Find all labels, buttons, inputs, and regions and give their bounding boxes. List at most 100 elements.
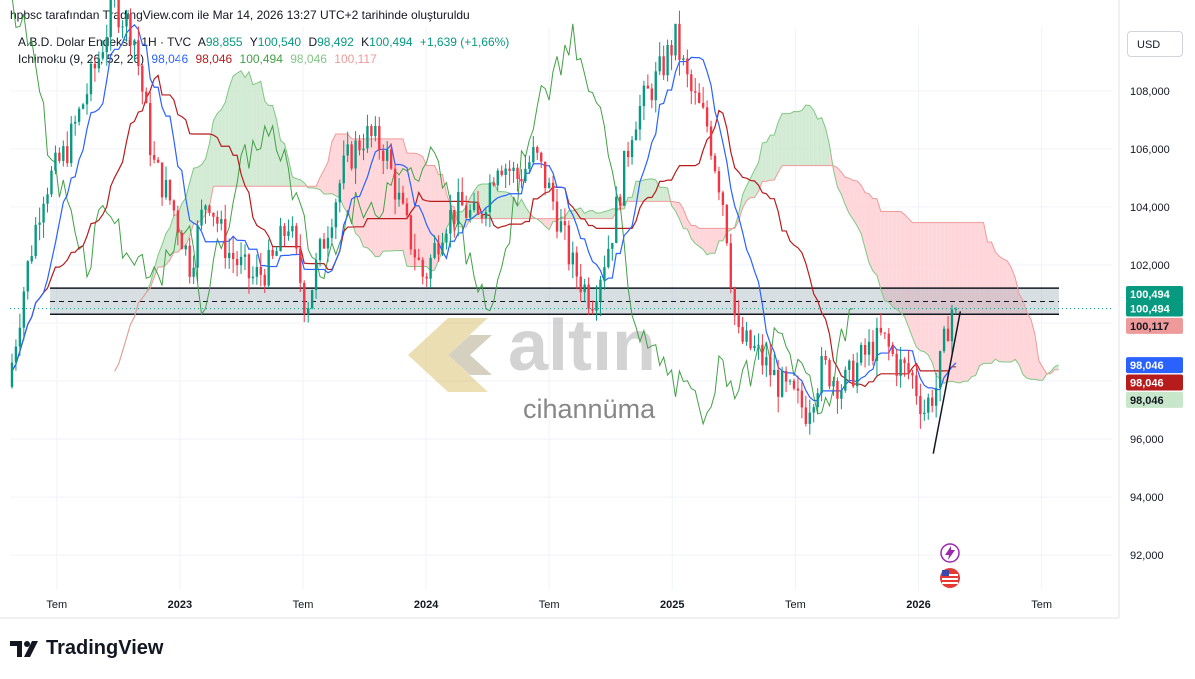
- candle-body: [160, 162, 164, 198]
- price-axis-label: 100,494: [1126, 285, 1183, 302]
- candle-body: [385, 149, 389, 161]
- candle: [145, 87, 148, 104]
- indicator-name[interactable]: Ichimoku (9, 26, 52, 26): [18, 52, 145, 66]
- candle: [342, 140, 345, 190]
- tenkan-value: 98,046: [151, 52, 189, 66]
- candle-body: [919, 396, 922, 415]
- cloud-segment: [714, 228, 719, 254]
- cloud-segment: [703, 228, 708, 255]
- y-tick-label: 108,000: [1130, 86, 1170, 98]
- candle-body: [330, 227, 334, 238]
- candle-body: [137, 40, 140, 66]
- candle: [378, 117, 381, 160]
- open-label: A: [197, 35, 206, 49]
- price-label-text: 98,046: [1130, 378, 1164, 390]
- candle: [812, 403, 815, 423]
- candle-body: [401, 192, 405, 204]
- candle: [429, 254, 432, 288]
- candle-body: [488, 182, 492, 213]
- x-tick-label: 2024: [414, 599, 439, 611]
- trendlines[interactable]: [932, 311, 962, 454]
- candle-body: [646, 85, 650, 89]
- candle-body: [358, 140, 361, 151]
- candle: [401, 185, 405, 205]
- price-axis-label: 98,046: [1126, 357, 1183, 374]
- cloud-segment: [932, 222, 937, 376]
- candle: [705, 100, 709, 133]
- candle: [287, 219, 290, 241]
- candle: [114, 0, 116, 8]
- currency-selector[interactable]: USD: [1127, 31, 1183, 57]
- candle-body: [484, 212, 488, 219]
- chikou-value: 100,494: [239, 52, 283, 66]
- cloud-segment: [505, 191, 510, 219]
- cloud-segment: [260, 81, 265, 187]
- trendline[interactable]: [932, 311, 962, 454]
- candle-body: [725, 205, 729, 244]
- candle: [109, 0, 112, 51]
- candle-body: [709, 126, 713, 156]
- candle-body: [77, 108, 81, 122]
- candle-body: [954, 308, 958, 310]
- candle: [836, 377, 839, 414]
- candle-body: [322, 239, 326, 249]
- candle-body: [611, 243, 614, 249]
- candle: [583, 278, 586, 303]
- candle: [555, 188, 559, 239]
- candle-body: [721, 192, 725, 206]
- candle: [279, 217, 282, 252]
- candle-body: [769, 357, 772, 376]
- cloud-segment: [782, 113, 787, 166]
- candle: [188, 237, 191, 284]
- candle: [362, 133, 365, 161]
- cloud-segment: [1003, 258, 1008, 363]
- cloud-segment: [683, 209, 688, 230]
- candle-body: [93, 63, 97, 69]
- candle: [777, 359, 780, 413]
- lightning-icon[interactable]: [940, 543, 960, 563]
- us-flag-icon[interactable]: [940, 568, 960, 588]
- cloud-segment: [1023, 300, 1028, 379]
- cloud-segment: [395, 138, 400, 251]
- candle: [168, 179, 172, 205]
- cloud-segment: [699, 228, 704, 250]
- cloud-segment: [1027, 312, 1031, 380]
- candle-body: [334, 202, 338, 228]
- candle: [863, 338, 867, 368]
- candle-body: [275, 251, 278, 256]
- candle-body: [271, 249, 274, 256]
- candle: [587, 277, 590, 315]
- candle: [445, 228, 448, 250]
- cloud-segment: [916, 222, 921, 351]
- cloud-segment: [639, 179, 644, 202]
- candle-body: [445, 233, 448, 243]
- candle-body: [417, 257, 420, 260]
- cloud-segment: [158, 244, 163, 268]
- candle-body: [476, 202, 480, 215]
- candle: [619, 193, 622, 211]
- candle: [650, 83, 653, 109]
- symbol-legend[interactable]: A.B.D. Dolar Endeksi · 1H · TVC A98,855 …: [18, 35, 513, 49]
- candle: [295, 223, 298, 255]
- candle: [358, 134, 361, 156]
- indicator-legend[interactable]: Ichimoku (9, 26, 52, 26) 98,046 98,046 1…: [18, 52, 381, 66]
- cloud-segment: [169, 215, 174, 261]
- candle-body: [299, 248, 302, 283]
- candle-body: [89, 63, 93, 95]
- candle: [224, 204, 227, 269]
- candle: [172, 199, 176, 217]
- candle-body: [145, 91, 148, 104]
- candle-body: [524, 168, 527, 182]
- price-axis-label: 100,494: [1126, 300, 1183, 317]
- candle-body: [496, 170, 499, 186]
- symbol-name[interactable]: A.B.D. Dolar Endeksi · 1H · TVC: [18, 35, 192, 49]
- cloud-segment: [399, 138, 403, 251]
- candle-body: [741, 327, 744, 342]
- candle: [855, 352, 859, 394]
- candle-body: [559, 221, 563, 232]
- y-tick-label: 92,000: [1130, 550, 1164, 562]
- candle-body: [133, 40, 136, 46]
- x-tick-label: 2026: [906, 599, 930, 611]
- cloud-segment: [414, 153, 419, 267]
